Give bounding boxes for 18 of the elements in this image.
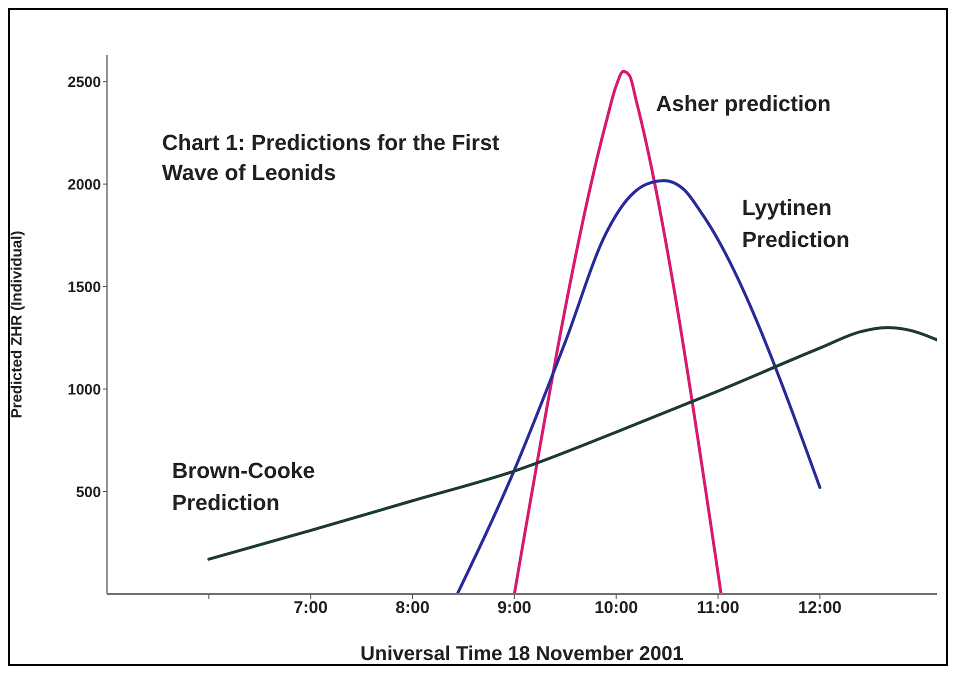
y-tick-label: 1500 — [68, 278, 101, 296]
series-label: Brown-Cooke Prediction — [172, 457, 316, 517]
x-tick-label: 11:00 — [696, 598, 740, 618]
x-tick-label: 9:00 — [497, 598, 532, 618]
x-tick-label: 7:00 — [294, 598, 328, 618]
x-tick-label: 10:00 — [594, 598, 638, 618]
y-tick-label: 1000 — [68, 381, 101, 398]
x-tick-label: 8:00 — [396, 598, 430, 618]
x-axis-title: Universal Time 18 November 2001 — [360, 643, 684, 665]
y-axis-title: Predicted ZHR (Individual) — [8, 230, 26, 418]
series-label: Lyytinen Prediction — [742, 194, 851, 254]
y-tick-label: 2500 — [68, 74, 101, 91]
x-tick-label: 12:00 — [798, 598, 842, 618]
y-tick-label: 2000 — [68, 176, 101, 194]
series-label: Asher prediction — [656, 90, 832, 118]
y-tick-label: 500 — [76, 484, 101, 501]
line-series — [512, 70, 723, 594]
text: Chart 1: Predictions for the First Wave of Leonids — [162, 129, 500, 187]
